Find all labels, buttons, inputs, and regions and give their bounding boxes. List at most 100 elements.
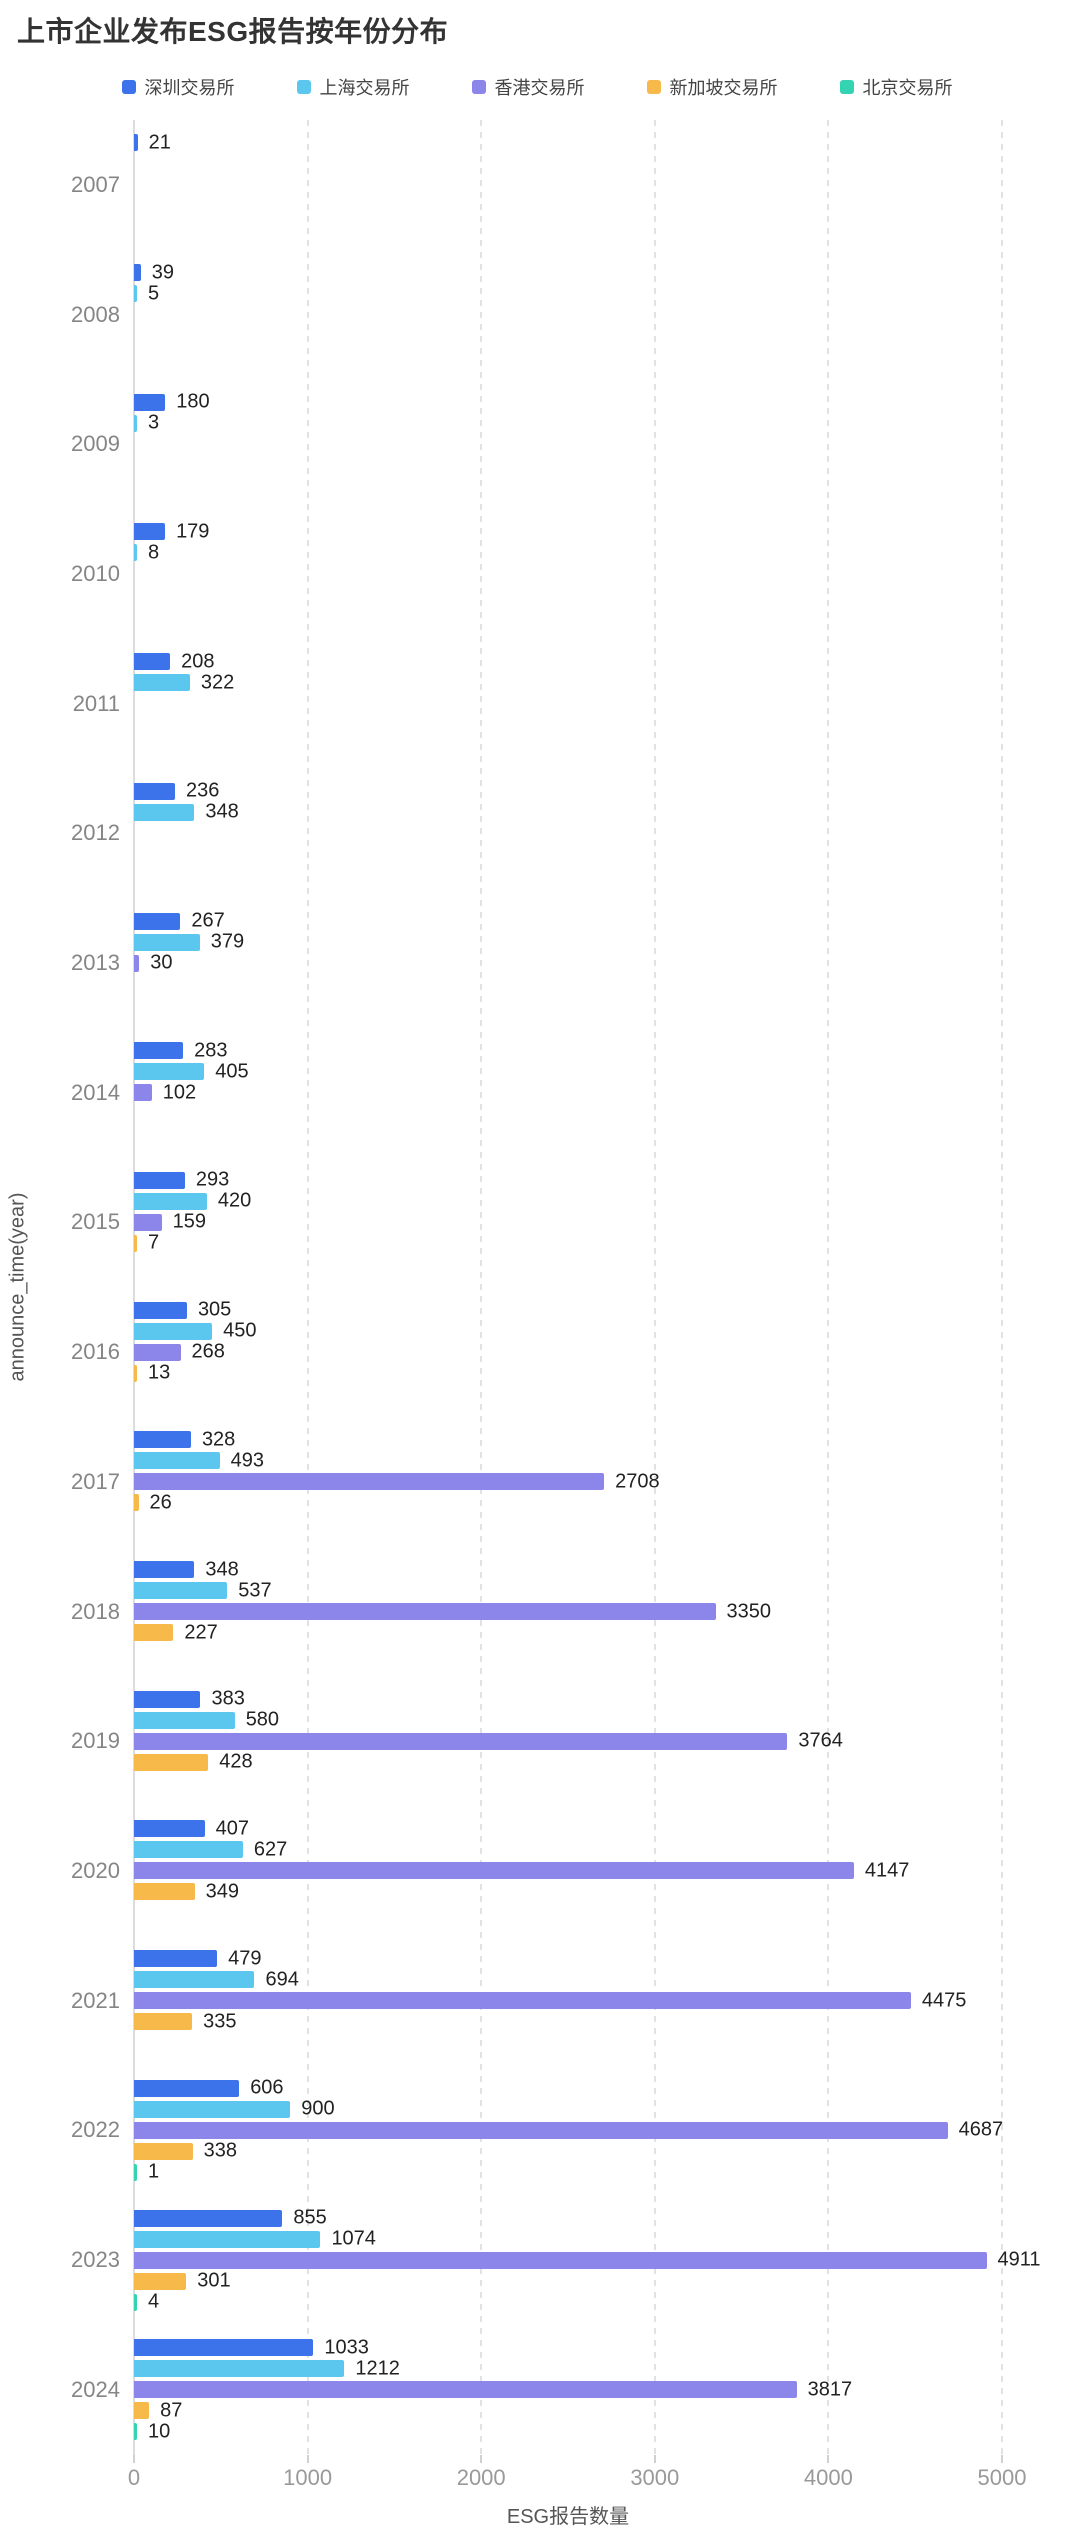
bar-shenzhen-2021[interactable]: [134, 1950, 218, 1968]
bar-value-label: 10: [148, 2420, 171, 2443]
bar-value-label: 4911: [997, 2248, 1041, 2271]
bar-hongkong-2023[interactable]: [134, 2251, 987, 2269]
bar-value-label: 900: [301, 2097, 335, 2120]
bar-shanghai-2024[interactable]: [134, 2360, 345, 2378]
bar-shenzhen-2022[interactable]: [134, 2079, 240, 2097]
bar-hongkong-2019[interactable]: [134, 1732, 788, 1750]
bar-value-label: 420: [217, 1189, 252, 1212]
bar-value-label: 338: [203, 2139, 238, 2162]
bar-shanghai-2009[interactable]: [134, 414, 137, 432]
bar-hongkong-2022[interactable]: [134, 2121, 948, 2139]
bar-shanghai-2010[interactable]: [134, 544, 137, 562]
bar-beijing-2024[interactable]: [134, 2423, 137, 2441]
bar-shanghai-2018[interactable]: [134, 1582, 228, 1600]
bar-singapore-2015[interactable]: [134, 1234, 137, 1252]
bar-hongkong-2016[interactable]: [134, 1343, 181, 1361]
bar-shanghai-2011[interactable]: [134, 674, 190, 692]
bar-singapore-2018[interactable]: [134, 1624, 174, 1642]
bar-shanghai-2015[interactable]: [134, 1192, 207, 1210]
bar-value-label: 30: [150, 951, 173, 974]
bar-value-label: 21: [148, 131, 171, 154]
bar-shanghai-2008[interactable]: [134, 285, 137, 303]
bar-value-label: 39: [151, 261, 175, 284]
bar-shenzhen-2019[interactable]: [134, 1690, 201, 1708]
bar-shenzhen-2016[interactable]: [134, 1301, 187, 1319]
bar-value-label: 428: [219, 1750, 253, 1773]
bar-shenzhen-2013[interactable]: [134, 912, 181, 930]
bar-singapore-2022[interactable]: [134, 2142, 193, 2160]
bar-value-label: 5: [148, 282, 160, 305]
bar-value-label: 8: [148, 541, 160, 564]
year-row-2024: 2024 1033 1212 3817 87 10: [0, 2325, 1074, 2455]
bar-value-label: 1: [148, 2160, 160, 2183]
year-row-2014: 2014 283 405 102: [0, 1028, 1074, 1158]
gridline-4000: [827, 120, 830, 2455]
bar-value-label: 4475: [921, 1989, 967, 2012]
bar-shenzhen-2018[interactable]: [134, 1561, 195, 1579]
bar-singapore-2021[interactable]: [134, 2013, 193, 2031]
bar-shanghai-2021[interactable]: [134, 1971, 255, 1989]
bar-shanghai-2023[interactable]: [134, 2230, 321, 2248]
bar-hongkong-2017[interactable]: [134, 1473, 605, 1491]
bar-shanghai-2020[interactable]: [134, 1841, 243, 1859]
bar-shenzhen-2024[interactable]: [134, 2339, 314, 2357]
bar-singapore-2016[interactable]: [134, 1364, 137, 1382]
bar-shenzhen-2007[interactable]: [134, 134, 138, 152]
bar-value-label: 855: [293, 2206, 327, 2229]
bar-shanghai-2013[interactable]: [134, 933, 200, 951]
y-tick-label: 2022: [71, 2117, 120, 2143]
bar-shenzhen-2014[interactable]: [134, 1042, 184, 1060]
bar-shanghai-2014[interactable]: [134, 1063, 205, 1081]
bar-shanghai-2012[interactable]: [134, 803, 195, 821]
legend-item-shenzhen[interactable]: 深圳交易所: [121, 74, 235, 100]
bar-value-label: 159: [172, 1210, 206, 1233]
legend: 深圳交易所 上海交易所 香港交易所 新加坡交易所 北京交易所: [0, 74, 1074, 100]
bar-value-label: 180: [176, 390, 210, 413]
bar-hongkong-2013[interactable]: [134, 954, 140, 972]
bar-shenzhen-2020[interactable]: [134, 1820, 205, 1838]
bar-value-label: 348: [205, 1558, 239, 1581]
year-row-2009: 2009 180 3: [0, 379, 1074, 509]
legend-item-hongkong[interactable]: 香港交易所: [471, 74, 585, 100]
year-row-2021: 2021 479 694 4475 335: [0, 1936, 1074, 2066]
bar-singapore-2020[interactable]: [134, 1883, 195, 1901]
bar-hongkong-2024[interactable]: [134, 2381, 797, 2399]
bar-shenzhen-2008[interactable]: [134, 264, 141, 282]
y-tick-label: 2010: [71, 560, 120, 586]
bar-shanghai-2017[interactable]: [134, 1452, 220, 1470]
bar-beijing-2022[interactable]: [134, 2163, 137, 2181]
y-tick-label: 2019: [71, 1728, 120, 1754]
legend-item-singapore[interactable]: 新加坡交易所: [646, 74, 778, 100]
legend-item-beijing[interactable]: 北京交易所: [839, 74, 953, 100]
bar-shenzhen-2012[interactable]: [134, 782, 175, 800]
bar-singapore-2023[interactable]: [134, 2272, 187, 2290]
bar-shanghai-2019[interactable]: [134, 1711, 235, 1729]
bar-singapore-2017[interactable]: [134, 1494, 139, 1512]
bar-hongkong-2015[interactable]: [134, 1213, 162, 1231]
bar-shenzhen-2009[interactable]: [134, 393, 166, 411]
bar-hongkong-2018[interactable]: [134, 1603, 716, 1621]
x-axis-tick: [653, 2454, 656, 2463]
bar-shenzhen-2011[interactable]: [134, 653, 171, 671]
bar-hongkong-2014[interactable]: [134, 1084, 152, 1102]
bar-singapore-2019[interactable]: [134, 1753, 209, 1771]
y-tick-label: 2009: [71, 431, 120, 457]
legend-marker-singapore: [646, 80, 661, 94]
legend-item-shanghai[interactable]: 上海交易所: [296, 74, 410, 100]
gridline-5000: [1001, 120, 1003, 2455]
bar-shanghai-2016[interactable]: [134, 1322, 213, 1340]
y-tick-label: 2017: [71, 1468, 120, 1494]
bar-shenzhen-2010[interactable]: [134, 523, 166, 541]
bar-hongkong-2020[interactable]: [134, 1862, 854, 1880]
bar-value-label: 2708: [615, 1470, 660, 1493]
bar-singapore-2024[interactable]: [134, 2402, 150, 2420]
bar-shenzhen-2017[interactable]: [134, 1431, 191, 1449]
bar-shenzhen-2023[interactable]: [134, 2209, 283, 2227]
bar-value-label: 208: [181, 650, 215, 673]
bar-hongkong-2021[interactable]: [134, 1992, 911, 2010]
bar-beijing-2023[interactable]: [134, 2293, 137, 2311]
y-tick-label: 2013: [71, 950, 120, 976]
year-row-2015: 2015 293 420 159 7: [0, 1158, 1074, 1288]
bar-shanghai-2022[interactable]: [134, 2100, 291, 2118]
bar-shenzhen-2015[interactable]: [134, 1171, 185, 1189]
